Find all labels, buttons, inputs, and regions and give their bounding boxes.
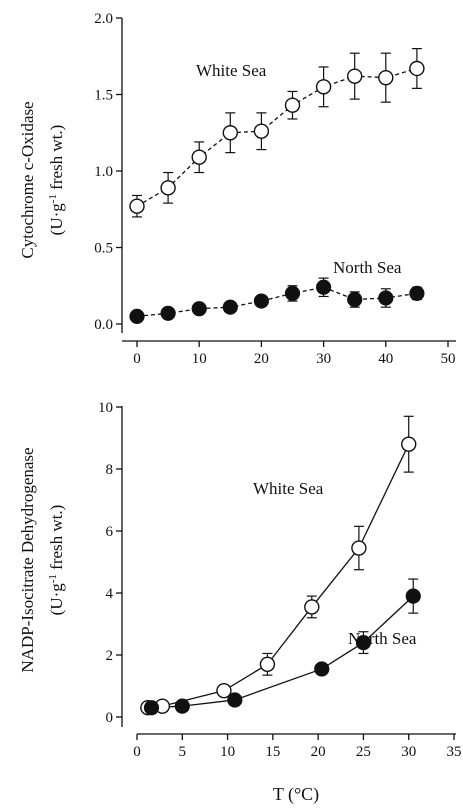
bottom-x-ticks: 0 5 10 15 20 25 30 35 xyxy=(133,734,462,760)
bottom-ytick-label: 10 xyxy=(98,400,113,416)
top-north-sea-point xyxy=(129,308,145,324)
top-north-sea-point xyxy=(222,299,238,315)
bottom-north-sea-point xyxy=(174,698,190,714)
top-white-sea-point xyxy=(347,68,363,84)
bottom-ytick-label: 4 xyxy=(106,586,114,602)
top-white-sea-point xyxy=(409,60,425,77)
top-label-north-sea: North Sea xyxy=(333,258,402,277)
bottom-xtick-label: 0 xyxy=(133,744,141,760)
top-ylabel-unit-sup: -1 xyxy=(47,194,59,203)
bottom-xlabel: T (°C) xyxy=(273,784,319,805)
bottom-xtick-label: 35 xyxy=(447,744,462,760)
top-white-sea-point xyxy=(222,125,239,141)
bottom-ytick-label: 2 xyxy=(106,648,114,664)
bottom-north-sea-point xyxy=(405,588,421,604)
bottom-xtick-label: 5 xyxy=(179,744,187,760)
top-north-sea-point xyxy=(347,291,363,308)
top-xtick-label: 20 xyxy=(254,351,269,367)
top-ylabel-unit-start: (U·g xyxy=(47,203,66,236)
top-ytick-label: 0.5 xyxy=(94,241,113,257)
bottom-white-sea-point xyxy=(304,599,320,615)
bottom-ylabel-unit-sup: -1 xyxy=(47,574,59,583)
top-white-sea-point xyxy=(253,123,270,139)
top-north-sea-point xyxy=(409,285,425,301)
bottom-white-sea-point xyxy=(259,656,276,672)
bottom-north-sea-point xyxy=(143,700,160,716)
top-series xyxy=(129,47,425,324)
top-ytick-label: 1.0 xyxy=(94,164,113,180)
bottom-ytick-label: 6 xyxy=(106,524,114,540)
top-white-sea-point xyxy=(191,149,207,165)
bottom-xtick-label: 20 xyxy=(311,744,326,760)
top-y-ticks: 0.0 0.5 1.0 1.5 2.0 xyxy=(94,11,122,333)
top-chart: Cytochrome c-Oxidase (U·g-1 fresh wt.) 0… xyxy=(18,11,456,367)
bottom-north-sea-point xyxy=(355,634,372,651)
top-north-sea-point xyxy=(160,305,176,321)
top-ytick-label: 1.5 xyxy=(94,88,113,104)
bottom-north-sea-point xyxy=(314,661,330,677)
bottom-ylabel-unit-end: fresh wt.) xyxy=(47,505,66,574)
top-north-sea-point xyxy=(253,293,269,309)
bottom-y-ticks: 0 2 4 6 8 10 xyxy=(98,400,122,726)
bottom-ytick-label: 0 xyxy=(106,710,114,726)
bottom-xtick-label: 15 xyxy=(265,744,280,760)
bottom-white-sea-point xyxy=(401,436,417,452)
top-white-sea-point xyxy=(129,198,145,214)
bottom-xtick-label: 30 xyxy=(401,744,416,760)
top-ylabel-unit-end: fresh wt.) xyxy=(47,125,66,194)
bottom-xtick-label: 10 xyxy=(220,744,235,760)
bottom-label-north-sea: North Sea xyxy=(348,629,417,648)
top-ylabel-line1: Cytochrome c-Oxidase xyxy=(18,101,37,258)
bottom-ylabel-line2: (U·g-1 fresh wt.) xyxy=(47,505,66,616)
top-white-sea-point xyxy=(160,180,176,196)
top-north-sea-point xyxy=(284,285,301,301)
bottom-label-white-sea: White Sea xyxy=(253,479,324,498)
top-xtick-label: 40 xyxy=(378,351,393,367)
top-ylabel-line2: (U·g-1 fresh wt.) xyxy=(47,125,66,236)
top-white-sea-point xyxy=(378,69,394,86)
top-north-sea-point xyxy=(316,279,332,295)
top-ytick-label: 2.0 xyxy=(94,11,113,27)
top-north-sea-point xyxy=(378,290,394,306)
top-north-sea-point xyxy=(191,301,207,317)
top-white-sea-point xyxy=(315,79,332,95)
top-xtick-label: 30 xyxy=(316,351,331,367)
bottom-north-sea-line xyxy=(151,595,414,709)
bottom-ytick-label: 8 xyxy=(106,462,114,478)
top-ytick-label: 0.0 xyxy=(94,317,113,333)
bottom-ylabel-unit-start: (U·g xyxy=(47,583,66,616)
bottom-chart: NADP-Isocitrate Dehydrogenase (U·g-1 fre… xyxy=(18,400,462,805)
top-north-sea-line xyxy=(136,286,417,317)
bottom-white-sea-point xyxy=(216,682,232,699)
top-label-white-sea: White Sea xyxy=(196,61,267,80)
top-xtick-label: 10 xyxy=(192,351,207,367)
bottom-ylabel-line1: NADP-Isocitrate Dehydrogenase xyxy=(18,447,37,672)
bottom-north-sea-point xyxy=(227,692,243,708)
bottom-white-sea-point xyxy=(351,540,367,556)
top-white-sea-point xyxy=(284,97,301,113)
bottom-xtick-label: 25 xyxy=(356,744,371,760)
top-white-sea-line xyxy=(136,67,418,207)
top-x-ticks: 0 10 20 30 40 50 xyxy=(133,341,456,367)
bottom-series xyxy=(140,415,421,716)
top-xtick-label: 50 xyxy=(441,351,456,367)
top-xtick-label: 0 xyxy=(133,351,141,367)
